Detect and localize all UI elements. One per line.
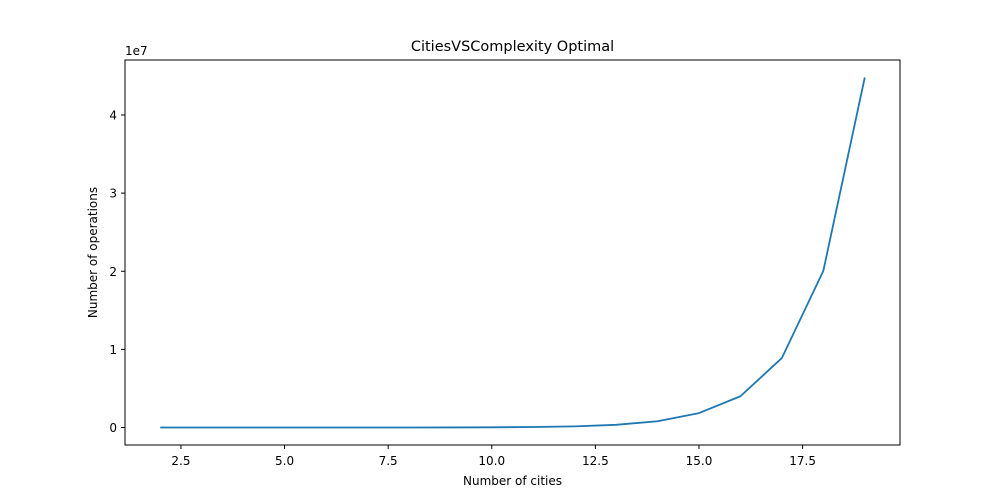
y-tick-label: 3	[109, 187, 117, 201]
y-tick-label: 0	[109, 421, 117, 435]
x-tick-label: 5.0	[275, 454, 294, 468]
x-axis-label: Number of cities	[463, 474, 562, 488]
y-axis-offset-label: 1e7	[125, 44, 148, 58]
x-tick-label: 17.5	[789, 454, 816, 468]
y-tick-label: 1	[109, 343, 117, 357]
series-layer	[160, 77, 866, 429]
y-axis-label: Number of operations	[86, 187, 100, 318]
ticks-layer: 2.5 5.0 7.5 10.0 12.5 15.0 17.5 0 1 2 3 4	[109, 109, 816, 469]
y-tick-label: 4	[109, 109, 117, 123]
x-tick-label: 10.0	[478, 454, 505, 468]
plot-area-frame	[124, 59, 901, 446]
x-tick-label: 15.0	[686, 454, 713, 468]
x-tick-label: 2.5	[171, 454, 190, 468]
x-tick-label: 12.5	[582, 454, 609, 468]
y-tick-label: 2	[109, 265, 117, 279]
x-tick-label: 7.5	[379, 454, 398, 468]
series-line-0	[160, 77, 866, 429]
chart-title: CitiesVSComplexity Optimal	[411, 39, 614, 55]
